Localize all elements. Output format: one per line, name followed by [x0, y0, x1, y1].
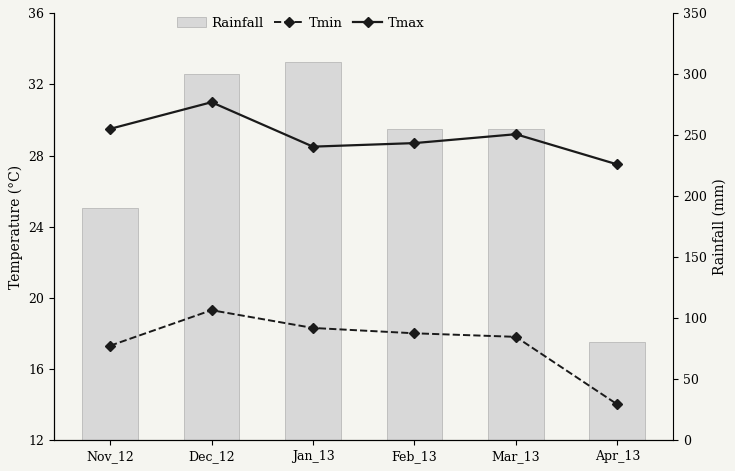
Y-axis label: Rainfall (mm): Rainfall (mm): [713, 178, 727, 275]
Bar: [488, 129, 544, 440]
Bar: [589, 342, 645, 440]
Tmin: [106, 343, 115, 349]
Tmin: [207, 308, 216, 313]
Bar: [387, 129, 442, 440]
Bar: [82, 208, 138, 440]
Legend: Rainfall, Tmin, Tmax: Rainfall, Tmin, Tmax: [172, 11, 429, 35]
Tmax: [512, 131, 520, 137]
Tmin: [613, 402, 622, 407]
Tmax: [410, 140, 419, 146]
Line: Tmax: Tmax: [107, 98, 621, 168]
Line: Tmin: Tmin: [107, 306, 621, 408]
Tmin: [309, 325, 318, 331]
Bar: [184, 74, 240, 440]
Tmax: [207, 99, 216, 105]
Tmax: [613, 162, 622, 167]
Tmax: [309, 144, 318, 149]
Tmax: [106, 126, 115, 132]
Bar: [285, 62, 341, 440]
Tmin: [410, 331, 419, 336]
Tmin: [512, 334, 520, 340]
Y-axis label: Temperature (°C): Temperature (°C): [8, 164, 23, 289]
